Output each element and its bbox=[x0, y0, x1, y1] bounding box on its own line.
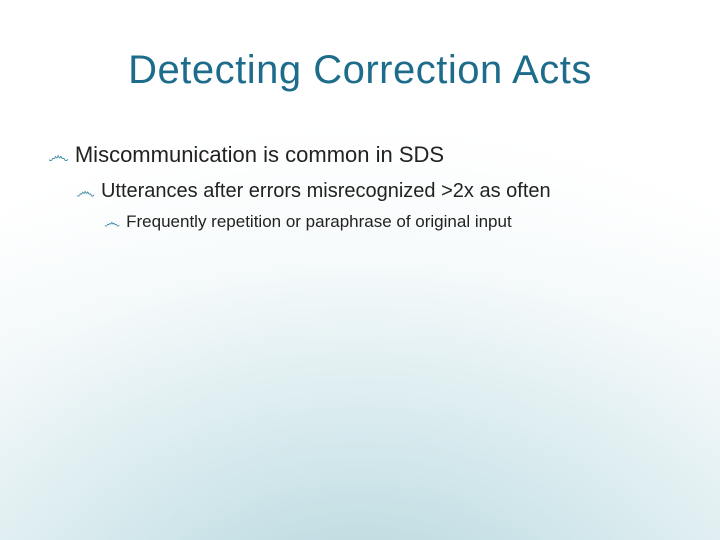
bullet-icon: ෴ bbox=[104, 212, 120, 235]
bullet-level-2: ෴ Utterances after errors misrecognized … bbox=[76, 178, 672, 205]
slide-content: ෴ Miscommunication is common in SDS ෴ Ut… bbox=[48, 140, 672, 234]
bullet-icon: ෴ bbox=[76, 179, 95, 206]
bullet-text-l3: Frequently repetition or paraphrase of o… bbox=[126, 211, 672, 234]
slide: Detecting Correction Acts ෴ Miscommunica… bbox=[0, 0, 720, 540]
bullet-level-1: ෴ Miscommunication is common in SDS bbox=[48, 140, 672, 170]
bullet-text-l1: Miscommunication is common in SDS bbox=[75, 140, 672, 170]
bullet-level-3: ෴ Frequently repetition or paraphrase of… bbox=[104, 211, 672, 234]
bullet-text-l2: Utterances after errors misrecognized >2… bbox=[101, 178, 672, 205]
slide-title: Detecting Correction Acts bbox=[0, 48, 720, 93]
bullet-icon: ෴ bbox=[48, 141, 69, 171]
